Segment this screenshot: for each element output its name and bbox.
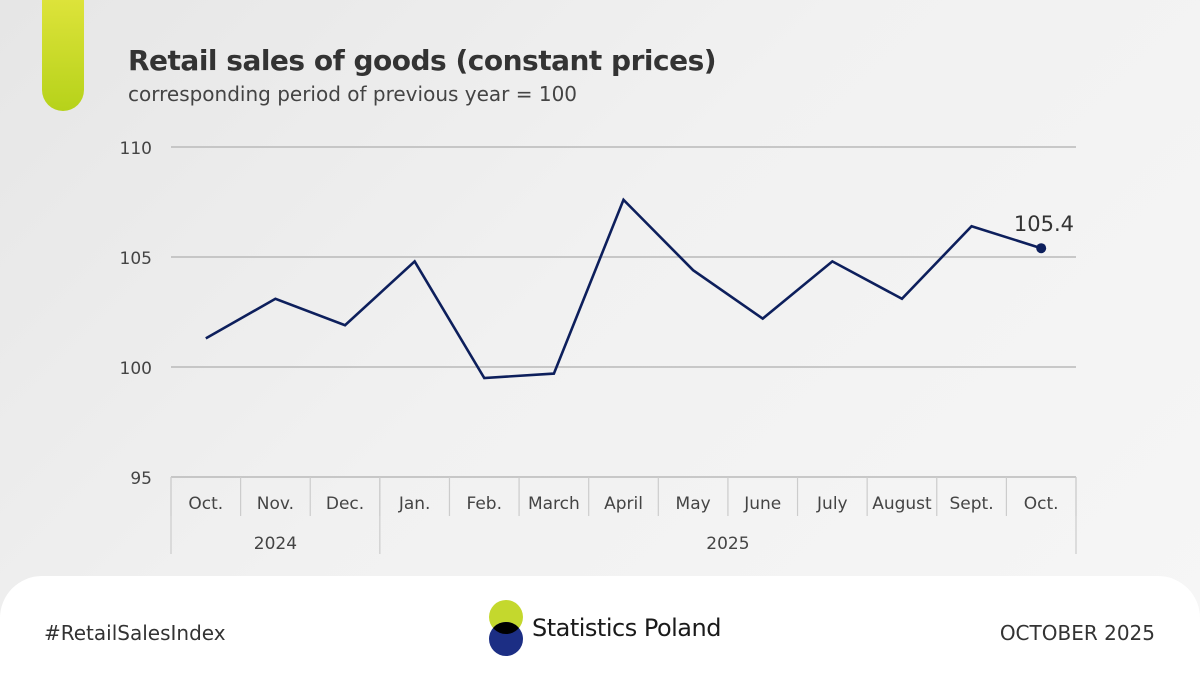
statistics-poland-logo-icon — [489, 600, 523, 656]
y-tick-label: 100 — [120, 359, 152, 379]
x-tick-label: Feb. — [467, 494, 503, 514]
series-line — [205, 197, 1042, 380]
x-tick-label: Oct. — [1024, 494, 1059, 514]
year-label: 2024 — [254, 534, 297, 554]
footer — [0, 576, 1200, 675]
brand-name: Statistics Poland — [532, 614, 721, 642]
x-tick-label: July — [816, 494, 848, 514]
x-tick-label: Dec. — [326, 494, 364, 514]
x-tick-label: Oct. — [188, 494, 223, 514]
x-tick-label: April — [604, 494, 643, 514]
y-tick-label: 110 — [120, 139, 152, 159]
x-tick-label: Jan. — [398, 494, 431, 514]
chart-subtitle: corresponding period of previous year = … — [128, 82, 578, 106]
x-tick-label: March — [528, 494, 580, 514]
year-label: 2025 — [706, 534, 749, 554]
accent-bar — [42, 0, 84, 111]
line-chart: 95 100 105 110 Oct. Nov. Dec. Jan. Feb. March Apri… — [120, 139, 1077, 554]
y-tick-label: 95 — [130, 469, 152, 489]
x-tick-label: Sept. — [950, 494, 994, 514]
chart-title: Retail sales of goods (constant prices) — [128, 44, 717, 77]
hashtag-label[interactable]: #RetailSalesIndex — [44, 621, 226, 645]
x-tick-label: Nov. — [257, 494, 294, 514]
last-value-label: 105.4 — [1014, 212, 1074, 236]
x-tick-label: June — [743, 494, 781, 514]
y-tick-label: 105 — [120, 249, 152, 269]
x-tick-label: August — [872, 494, 932, 514]
report-date: OCTOBER 2025 — [999, 621, 1155, 645]
last-value-marker — [1036, 243, 1047, 254]
x-tick-label: May — [676, 494, 711, 514]
brand: Statistics Poland — [486, 600, 721, 656]
